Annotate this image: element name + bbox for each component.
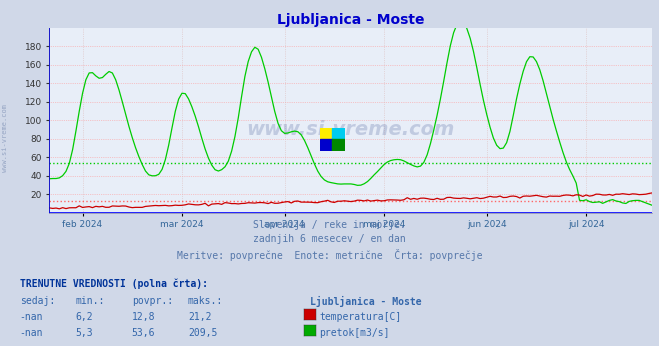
Text: min.:: min.: [76,296,105,306]
Title: Ljubljanica - Moste: Ljubljanica - Moste [277,12,424,27]
Text: sedaj:: sedaj: [20,296,55,306]
Text: -nan: -nan [20,328,43,338]
Text: Slovenija / reke in morje.: Slovenija / reke in morje. [253,220,406,230]
Bar [332,139,345,151]
Text: zadnjih 6 mesecev / en dan: zadnjih 6 mesecev / en dan [253,234,406,244]
Text: -nan: -nan [20,312,43,322]
Text: 12,8: 12,8 [132,312,156,322]
Text: www.si-vreme.com: www.si-vreme.com [2,104,9,172]
Text: 209,5: 209,5 [188,328,217,338]
Text: 53,6: 53,6 [132,328,156,338]
Text: 6,2: 6,2 [76,312,94,322]
Text: pretok[m3/s]: pretok[m3/s] [320,328,390,338]
Text: Meritve: povprečne  Enote: metrične  Črta: povprečje: Meritve: povprečne Enote: metrične Črta:… [177,249,482,261]
Text: 21,2: 21,2 [188,312,212,322]
Text: temperatura[C]: temperatura[C] [320,312,402,322]
Text: maks.:: maks.: [188,296,223,306]
Bar [332,128,345,139]
Text: 5,3: 5,3 [76,328,94,338]
Text: Ljubljanica - Moste: Ljubljanica - Moste [310,296,421,307]
Bar [320,139,332,151]
Text: povpr.:: povpr.: [132,296,173,306]
Text: www.si-vreme.com: www.si-vreme.com [246,120,455,139]
Text: TRENUTNE VREDNOSTI (polna črta):: TRENUTNE VREDNOSTI (polna črta): [20,279,208,289]
Bar [320,128,332,139]
